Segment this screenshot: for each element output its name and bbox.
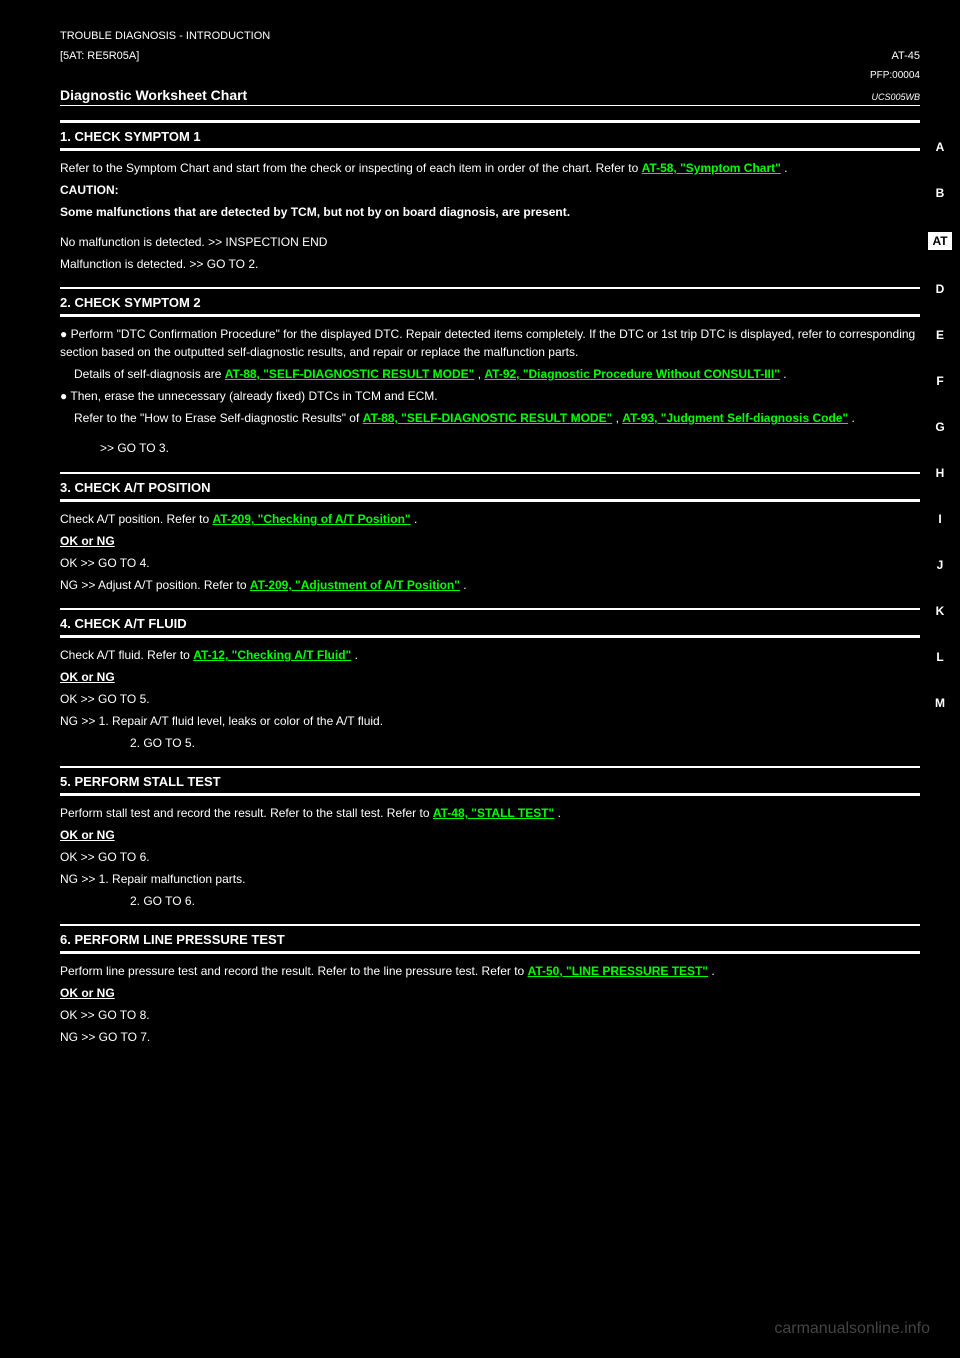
- tab-j[interactable]: J: [928, 558, 952, 572]
- title-code: UCS005WB: [871, 92, 920, 102]
- step3-ok: OK >> GO TO 4.: [60, 554, 920, 572]
- header-left: TROUBLE DIAGNOSIS - INTRODUCTION: [60, 30, 270, 42]
- page-label: [5AT: RE5R05A]: [60, 50, 139, 62]
- step1-result1: No malfunction is detected. >> INSPECTIO…: [60, 233, 920, 251]
- caution-body: Some malfunctions that are detected by T…: [60, 203, 920, 221]
- text: Perform stall test and record the result…: [60, 806, 430, 820]
- checking-at-fluid-link[interactable]: AT-12, "Checking A/T Fluid": [193, 648, 351, 662]
- stall-test-link[interactable]: AT-48, "STALL TEST": [433, 806, 554, 820]
- period: .: [781, 161, 788, 175]
- text: NG >> Adjust A/T position. Refer to: [60, 578, 247, 592]
- tab-b[interactable]: B: [928, 186, 952, 200]
- self-diag-link[interactable]: AT-88, "SELF-DIAGNOSTIC RESULT MODE": [225, 367, 475, 381]
- page-number: AT-45: [891, 50, 920, 62]
- checking-at-position-link[interactable]: AT-209, "Checking of A/T Position": [213, 512, 411, 526]
- page-header: [5AT: RE5R05A] AT-45: [60, 50, 920, 62]
- pfp-code: PFP:00004: [60, 70, 920, 81]
- step4-ng1: NG >> 1. Repair A/T fluid level, leaks o…: [60, 712, 920, 730]
- tab-a[interactable]: A: [928, 140, 952, 154]
- tab-h[interactable]: H: [928, 466, 952, 480]
- text: Refer to the "How to Erase Self-diagnost…: [74, 411, 359, 425]
- step5-ng2: 2. GO TO 6.: [60, 892, 920, 910]
- worksheet-title: Diagnostic Worksheet Chart: [60, 87, 247, 103]
- text: ,: [612, 411, 622, 425]
- step5-ng1: NG >> 1. Repair malfunction parts.: [60, 870, 920, 888]
- step2-bullet3: ● Then, erase the unnecessary (already f…: [60, 387, 920, 405]
- step2-bullet1: ● Perform "DTC Confirmation Procedure" f…: [60, 325, 920, 361]
- tab-e[interactable]: E: [928, 328, 952, 342]
- caution-label: CAUTION:: [60, 181, 920, 199]
- title-row: Diagnostic Worksheet Chart UCS005WB: [60, 87, 920, 106]
- side-tabs: A B AT D E F G H I J K L M: [928, 140, 952, 710]
- page-container: TROUBLE DIAGNOSIS - INTRODUCTION [5AT: R…: [0, 0, 960, 1080]
- step2-refer: Refer to the "How to Erase Self-diagnost…: [60, 409, 920, 427]
- step4-ok: OK >> GO TO 5.: [60, 690, 920, 708]
- step3-title: 3. CHECK A/T POSITION: [60, 472, 920, 495]
- text: ,: [474, 367, 484, 381]
- symptom-chart-link[interactable]: AT-58, "Symptom Chart": [642, 161, 781, 175]
- judgment-link[interactable]: AT-93, "Judgment Self-diagnosis Code": [622, 411, 848, 425]
- step2-result: >> GO TO 3.: [60, 439, 920, 458]
- adjustment-link[interactable]: AT-209, "Adjustment of A/T Position": [250, 578, 460, 592]
- tab-l[interactable]: L: [928, 650, 952, 664]
- text: Perform line pressure test and record th…: [60, 964, 524, 978]
- divider: [60, 793, 920, 796]
- step6-ng: NG >> GO TO 7.: [60, 1028, 920, 1046]
- step6-ok: OK >> GO TO 8.: [60, 1006, 920, 1024]
- step4-title: 4. CHECK A/T FLUID: [60, 608, 920, 631]
- step2-title: 2. CHECK SYMPTOM 2: [60, 287, 920, 310]
- step5-title: 5. PERFORM STALL TEST: [60, 766, 920, 789]
- text: Check A/T fluid. Refer to: [60, 648, 190, 662]
- watermark: carmanualsonline.info: [774, 1320, 930, 1338]
- okng-label: OK or NG: [60, 532, 920, 550]
- tab-f[interactable]: F: [928, 374, 952, 388]
- step1-title: 1. CHECK SYMPTOM 1: [60, 120, 920, 144]
- self-diag-link2[interactable]: AT-88, "SELF-DIAGNOSTIC RESULT MODE": [363, 411, 613, 425]
- step1-result2: Malfunction is detected. >> GO TO 2.: [60, 255, 920, 273]
- step5-body: Perform stall test and record the result…: [60, 804, 920, 822]
- step2-detail: Details of self-diagnosis are AT-88, "SE…: [60, 365, 920, 383]
- step1-body: Refer to the Symptom Chart and start fro…: [60, 159, 920, 177]
- period: .: [780, 367, 787, 381]
- step6-body: Perform line pressure test and record th…: [60, 962, 920, 980]
- header-row: TROUBLE DIAGNOSIS - INTRODUCTION: [60, 30, 920, 42]
- tab-at[interactable]: AT: [928, 232, 952, 250]
- line-pressure-link[interactable]: AT-50, "LINE PRESSURE TEST": [528, 964, 709, 978]
- period: .: [708, 964, 715, 978]
- text: Details of self-diagnosis are: [74, 367, 221, 381]
- step5-ok: OK >> GO TO 6.: [60, 848, 920, 866]
- step4-body: Check A/T fluid. Refer to AT-12, "Checki…: [60, 646, 920, 664]
- step3-ng: NG >> Adjust A/T position. Refer to AT-2…: [60, 576, 920, 594]
- text: Check A/T position. Refer to: [60, 512, 209, 526]
- tab-i[interactable]: I: [928, 512, 952, 526]
- tab-k[interactable]: K: [928, 604, 952, 618]
- period: .: [554, 806, 561, 820]
- period: .: [460, 578, 467, 592]
- okng-label: OK or NG: [60, 984, 920, 1002]
- period: .: [848, 411, 855, 425]
- diag-proc-link[interactable]: AT-92, "Diagnostic Procedure Without CON…: [484, 367, 780, 381]
- divider: [60, 635, 920, 638]
- tab-m[interactable]: M: [928, 696, 952, 710]
- step4-ng2: 2. GO TO 5.: [60, 734, 920, 752]
- divider: [60, 951, 920, 954]
- step3-body: Check A/T position. Refer to AT-209, "Ch…: [60, 510, 920, 528]
- period: .: [411, 512, 418, 526]
- period: .: [351, 648, 358, 662]
- tab-g[interactable]: G: [928, 420, 952, 434]
- divider: [60, 314, 920, 317]
- step1-text: Refer to the Symptom Chart and start fro…: [60, 161, 638, 175]
- tab-d[interactable]: D: [928, 282, 952, 296]
- step6-title: 6. PERFORM LINE PRESSURE TEST: [60, 924, 920, 947]
- divider: [60, 499, 920, 502]
- divider: [60, 148, 920, 151]
- okng-label: OK or NG: [60, 668, 920, 686]
- okng-label: OK or NG: [60, 826, 920, 844]
